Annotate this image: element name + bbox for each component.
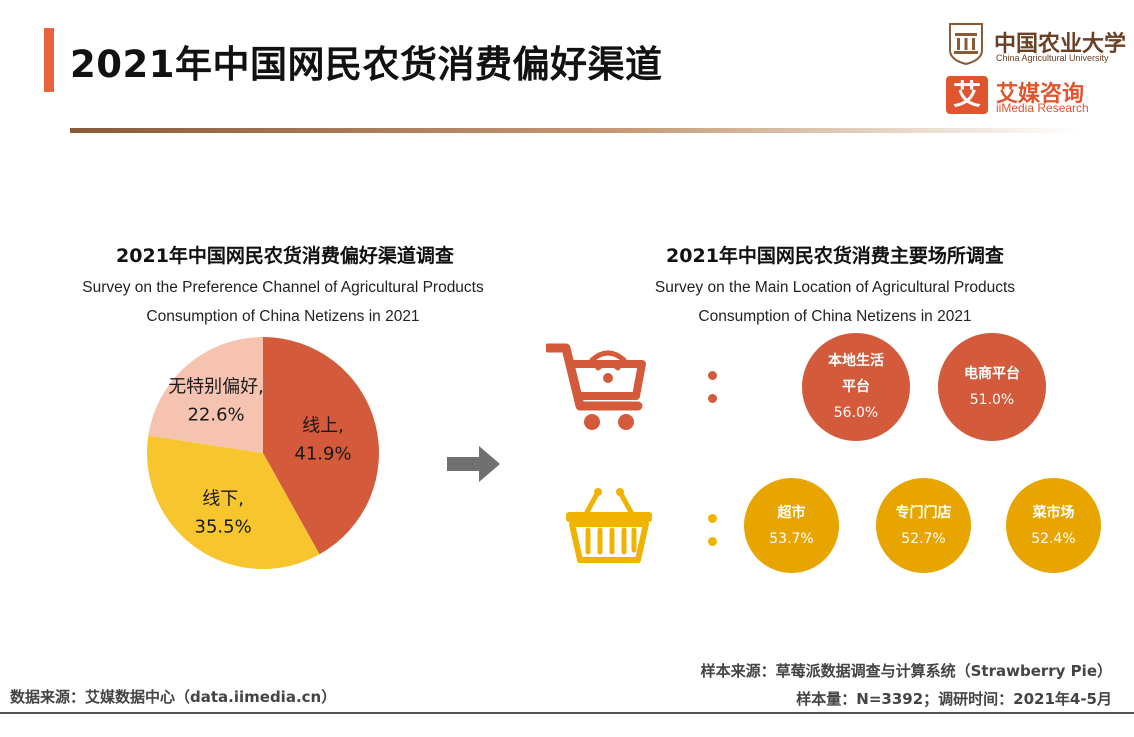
bubble-label-line: 专门门店 <box>895 504 952 521</box>
bubble-label-line: 平台 <box>842 379 870 395</box>
pie-slice-offline <box>146 435 320 570</box>
right-chart-title: 2021年中国网民农货消费主要场所调查 <box>666 245 1004 267</box>
title-underline <box>70 128 1080 133</box>
bubble-label-line: 菜市场 <box>1032 504 1075 521</box>
separator-dot <box>708 537 717 546</box>
left-chart-title: 2021年中国网民农货消费偏好渠道调查 <box>116 245 454 267</box>
cau-name-en: China Agricultural University <box>996 53 1109 63</box>
bubble-local-life-platform: 本地生活 平台 56.0% <box>802 333 910 441</box>
bubble-value: 53.7% <box>769 530 814 547</box>
right-chart-subtitle-line-1: Survey on the Main Location of Agricultu… <box>654 279 1016 296</box>
right-chart-subtitle: Survey on the Main Location of Agricultu… <box>582 273 1088 331</box>
left-chart-subtitle: Survey on the Preference Channel of Agri… <box>30 273 536 331</box>
pie-label-online: 线上, <box>302 415 344 436</box>
bubble-label-line: 超市 <box>777 504 806 521</box>
page-title: 2021年中国网民农货消费偏好渠道 <box>70 43 663 86</box>
separator-dot <box>708 371 717 380</box>
bubble-supermarket: 超市 53.7% <box>744 478 839 573</box>
pie-value-label: 22.6% <box>187 404 244 425</box>
shopping-basket-icon <box>566 488 652 563</box>
iimedia-logo-icon: 艾 <box>946 76 988 114</box>
separator-dot <box>708 514 717 523</box>
sample-source: 样本来源：草莓派数据调查与计算系统（Strawberry Pie） <box>700 662 1112 680</box>
separator-dot <box>708 394 717 403</box>
iimedia-name-cn: 艾媒咨询 <box>996 82 1085 107</box>
pie-value-label: 35.5% <box>195 517 252 538</box>
bubble-label-line: 电商平台 <box>964 366 1020 382</box>
bubble-value: 51.0% <box>969 392 1015 408</box>
bubble-specialty-store: 专门门店 52.7% <box>876 478 971 573</box>
pie-slice-no-preference <box>148 337 263 453</box>
bubble-value: 52.4% <box>1031 530 1076 547</box>
bubble-value: 56.0% <box>833 405 879 421</box>
right-arrow-icon <box>447 446 500 482</box>
iimedia-name-en: iiMedia Research <box>996 101 1089 115</box>
footer-rule <box>0 712 1134 714</box>
left-chart-subtitle-line-2: Consumption of China Netizens in 2021 <box>146 308 420 325</box>
bubble-ecommerce-platform: 电商平台 51.0% <box>938 333 1046 441</box>
bubble-wet-market: 菜市场 52.4% <box>1006 478 1101 573</box>
left-chart-subtitle-line-1: Survey on the Preference Channel of Agri… <box>82 279 484 296</box>
shopping-cart-wifi-icon <box>546 343 646 430</box>
bubble-value: 52.7% <box>901 530 946 547</box>
right-chart-subtitle-line-2: Consumption of China Netizens in 2021 <box>698 308 972 325</box>
cau-seal-icon <box>949 23 983 66</box>
sample-size: 样本量：N=3392；调研时间：2021年4-5月 <box>796 690 1112 708</box>
pie-slice-online <box>263 337 380 555</box>
data-source: 数据来源：艾媒数据中心（data.iimedia.cn） <box>10 688 337 706</box>
pie-value-label: 41.9% <box>294 443 351 464</box>
bubble-label-line: 本地生活 <box>828 353 884 369</box>
title-accent-bar <box>44 28 54 92</box>
pie-label-offline: 线下, <box>202 489 244 510</box>
pie-label-no-preference: 无特别偏好, <box>168 376 264 397</box>
cau-name-cn: 中国农业大学 <box>994 31 1127 57</box>
